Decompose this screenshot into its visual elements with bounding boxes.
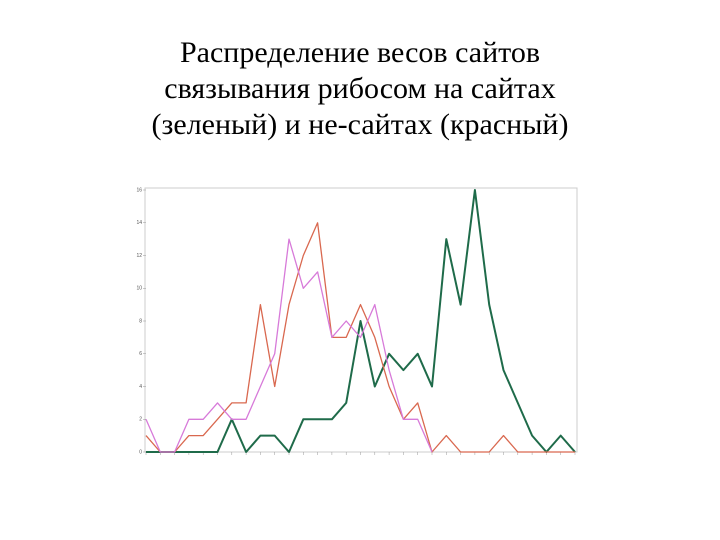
series-line [145, 222, 575, 453]
y-tick-label: 2 [139, 417, 142, 423]
plot-frame [144, 187, 578, 453]
y-tick-label: 0 [139, 449, 142, 455]
title-line: Распределение весов сайтов [180, 36, 540, 69]
y-tick-label: 8 [139, 318, 142, 324]
y-tick-label: 14 [136, 220, 142, 226]
y-tick-label: 6 [139, 351, 142, 357]
y-tick-label: 4 [139, 384, 142, 390]
series-line [146, 189, 576, 453]
y-tick-label: 10 [136, 286, 142, 292]
series-line [145, 238, 433, 453]
y-tick-label: 16 [136, 187, 142, 193]
y-tick-label: 12 [136, 253, 142, 259]
title-line: связывания рибосом на сайтах [164, 72, 555, 105]
title-line: (зеленый) и не-сайтах (красный) [152, 108, 569, 141]
